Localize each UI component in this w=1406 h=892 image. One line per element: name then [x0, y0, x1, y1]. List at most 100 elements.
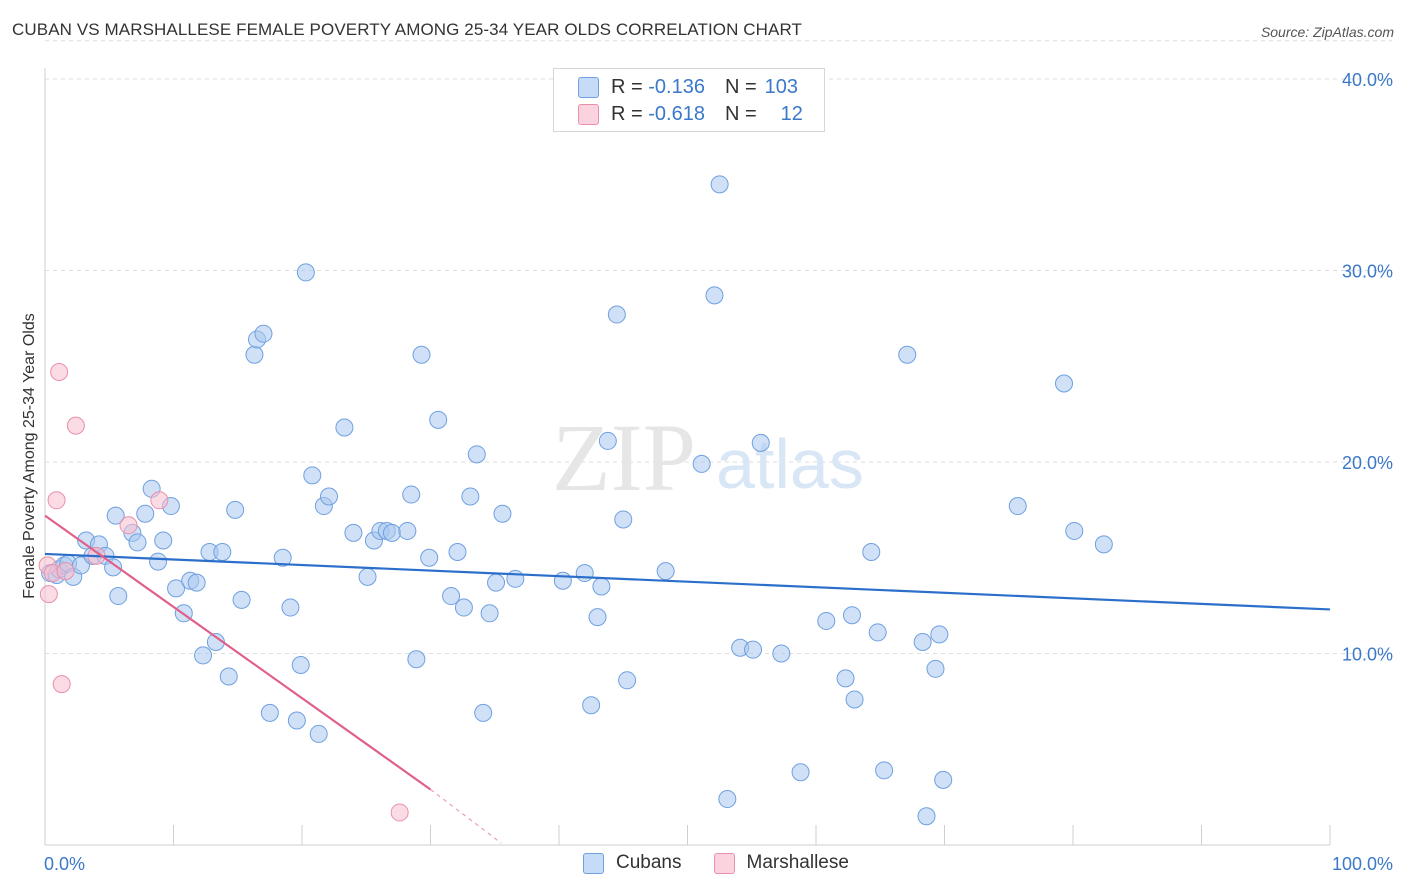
cubans-point [448, 543, 467, 562]
cubans-point [710, 175, 729, 194]
cubans-point [260, 703, 279, 722]
cubans-point [232, 590, 251, 609]
cubans-point [309, 724, 328, 743]
cubans-point [194, 646, 213, 665]
cubans-point [467, 445, 486, 464]
watermark-zip: ZIP [552, 404, 696, 511]
cubans-point [106, 506, 125, 525]
cubans-point [154, 531, 173, 550]
cubans-point [582, 696, 601, 715]
cubans-point [442, 587, 461, 606]
cubans-point [358, 567, 377, 586]
cubans-point [618, 671, 637, 690]
cubans-point [718, 790, 737, 809]
cubans-point [493, 504, 512, 523]
cubans-point [791, 763, 810, 782]
cubans-trend-line [44, 552, 1331, 611]
cubans-point [149, 552, 168, 571]
cubans-point [575, 564, 594, 583]
cubans-point [226, 500, 245, 519]
legend-r-label: R = [611, 102, 643, 125]
legend-n-value: 12 [780, 102, 803, 125]
cubans-point [1094, 535, 1113, 554]
grid-lines [45, 40, 1392, 654]
marshallese-point [50, 362, 69, 381]
data-points [38, 175, 1113, 826]
cubans-point [592, 577, 611, 596]
y-axis-label: Female Poverty Among 25-34 Year Olds [21, 313, 38, 599]
marshallese-point [47, 491, 66, 510]
marshallese-point [56, 562, 75, 581]
cubans-swatch [583, 852, 604, 874]
cubans-point [291, 655, 310, 674]
cubans-point [319, 487, 338, 506]
marshallese-point [150, 491, 169, 510]
cubans-point [429, 410, 448, 429]
marshallese-trend-line [44, 514, 432, 791]
marshallese-swatch [713, 852, 735, 874]
cubans-point [303, 466, 322, 485]
cubans-point [598, 431, 617, 450]
legend-row-cubans: R = -0.136 N = 103 [578, 75, 798, 99]
cubans-point [842, 606, 861, 625]
axes [44, 68, 1331, 846]
cubans-point [219, 667, 238, 686]
cubans-point [744, 640, 763, 659]
cubans-point [875, 761, 894, 780]
cubans-point [1055, 374, 1074, 393]
x-tick-label: 100.0% [1332, 854, 1393, 874]
cubans-point [480, 604, 499, 623]
legend-label-marshallese: Marshallese [746, 852, 849, 873]
cubans-point [926, 659, 945, 678]
cubans-swatch [578, 76, 599, 98]
cubans-point [553, 571, 572, 590]
marshallese-swatch [578, 103, 599, 125]
y-tick-label: 30.0% [1342, 262, 1393, 282]
cubans-point [588, 608, 607, 627]
cubans-point [898, 345, 917, 364]
cubans-point [273, 548, 292, 567]
cubans-point [607, 305, 626, 324]
cubans-point [254, 324, 273, 343]
correlation-legend: R = -0.136 N = 103 R = -0.618 N = 12 [553, 68, 825, 132]
legend-n-label: N = [724, 102, 757, 125]
cubans-point [402, 485, 421, 504]
cubans-point [474, 703, 493, 722]
cubans-point [487, 573, 506, 592]
cubans-point [420, 548, 439, 567]
cubans-point [656, 562, 675, 581]
marshallese-point [52, 675, 71, 694]
cubans-point [934, 770, 953, 789]
cubans-point [344, 523, 363, 542]
cubans-point [692, 454, 711, 473]
cubans-point [136, 504, 155, 523]
cubans-point [454, 598, 473, 617]
legend-item-marshallese: Marshallese [713, 852, 849, 874]
cubans-point [461, 487, 480, 506]
chart-title: CUBAN VS MARSHALLESE FEMALE POVERTY AMON… [12, 20, 803, 39]
cubans-point [1065, 521, 1084, 540]
cubans-point [245, 345, 264, 364]
cubans-point [281, 598, 300, 617]
marshallese-point [66, 416, 85, 435]
legend-r-value: -0.618 [648, 102, 705, 125]
cubans-point [705, 286, 724, 305]
cubans-point [845, 690, 864, 709]
cubans-point [836, 669, 855, 688]
cubans-point [187, 573, 206, 592]
cubans-point [128, 533, 147, 552]
cubans-point [382, 523, 401, 542]
cubans-point [817, 611, 836, 630]
cubans-point [917, 807, 936, 826]
marshallese-point [119, 516, 138, 535]
trend-lines [44, 514, 1331, 844]
source-label: Source: ZipAtlas.com [1260, 24, 1394, 40]
legend-label-cubans: Cubans [616, 852, 682, 873]
series-legend: Cubans Marshallese [583, 852, 881, 874]
y-tick-label: 20.0% [1342, 453, 1393, 473]
cubans-point [862, 543, 881, 562]
x-tick-label: 0.0% [44, 854, 85, 874]
cubans-point [614, 510, 633, 529]
tick-labels: 10.0% 20.0% 30.0% 40.0% 0.0% 100.0% [44, 70, 1393, 874]
legend-n-value: 103 [764, 75, 799, 98]
